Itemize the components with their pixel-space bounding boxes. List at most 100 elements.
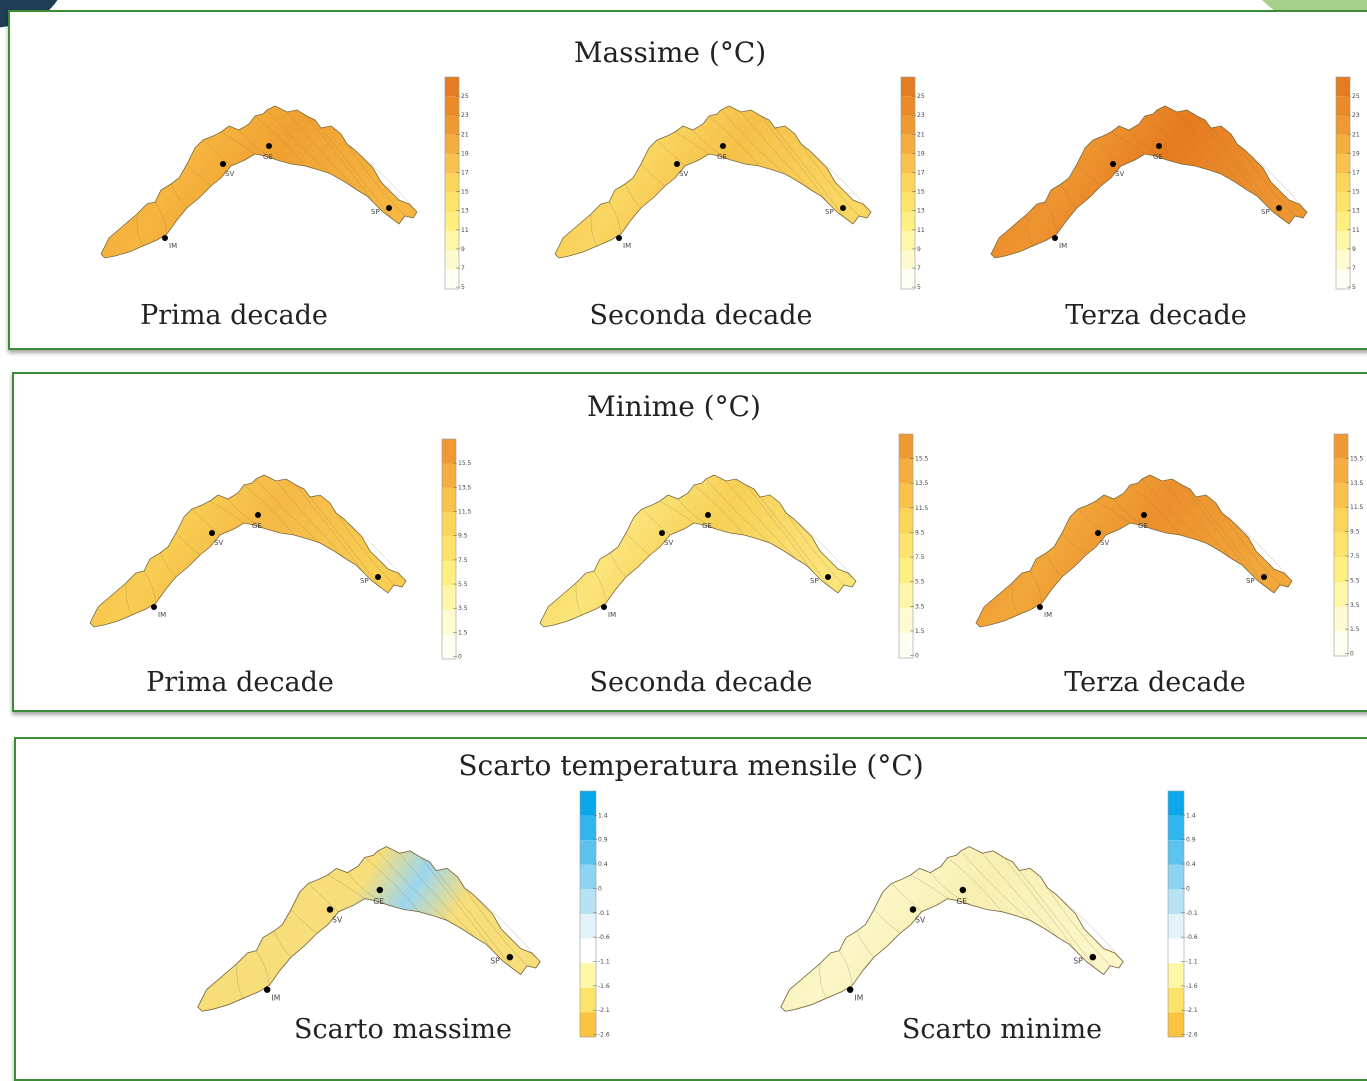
legend-swatch <box>442 610 456 635</box>
legend-swatch <box>1334 631 1348 656</box>
legend-tick-label: 23 <box>917 112 925 119</box>
city-marker-im <box>616 235 622 241</box>
city-label-sp: SP <box>1261 208 1270 216</box>
legend-tick-label: 17 <box>1352 169 1360 176</box>
legend-tick-label: -0.6 <box>598 934 610 941</box>
city-marker-ge <box>266 143 272 149</box>
city-marker-ge <box>705 512 711 518</box>
legend-swatch <box>1334 483 1348 508</box>
legend-swatch <box>445 192 459 212</box>
legend-tick-label: 0 <box>1186 885 1190 892</box>
legend-swatch <box>1168 864 1184 890</box>
legend-tick-label: 11.5 <box>915 505 929 512</box>
legend-swatch <box>1334 557 1348 582</box>
legend-swatch <box>899 434 913 459</box>
map-caption-dev-1: Scarto massime <box>294 1014 512 1045</box>
legend-tick-label: 0.9 <box>1186 837 1196 844</box>
city-marker-sp <box>825 574 831 580</box>
legend-tick-label: 21 <box>461 131 469 138</box>
legend-tick-label: 19 <box>461 150 469 157</box>
map-dev-2: GE SV IM SP <box>780 846 1124 1012</box>
legend-tick-label: 0.9 <box>598 837 608 844</box>
municipal-boundaries <box>125 478 407 616</box>
municipal-boundaries <box>236 850 541 999</box>
legend-swatch <box>1336 250 1350 270</box>
city-marker-sv <box>659 530 665 536</box>
legend-tick-label: 13.5 <box>1350 480 1364 487</box>
legend-tick-label: 19 <box>917 150 925 157</box>
legend-tick-label: -2.1 <box>598 1007 610 1014</box>
legend-swatch <box>1334 532 1348 558</box>
legend-swatch <box>899 508 913 534</box>
legend-swatch <box>442 561 456 586</box>
legend-tick-label: 1.5 <box>915 628 925 635</box>
legend-swatch <box>1168 791 1184 816</box>
legend-swatch <box>901 192 915 212</box>
legend-swatch <box>442 487 456 513</box>
legend-tick-label: -1.1 <box>598 958 610 965</box>
municipal-boundaries <box>590 109 872 247</box>
legend-min-3: 15.5 13.5 11.5 9.5 7.5 5.5 3.5 1.5 0 <box>1333 433 1367 664</box>
legend-swatch <box>445 250 459 270</box>
legend-swatch <box>1334 508 1348 533</box>
city-label-sp: SP <box>810 577 819 585</box>
city-label-sv: SV <box>225 170 234 178</box>
city-label-im: IM <box>1044 611 1052 619</box>
legend-tick-label: 11 <box>461 227 469 234</box>
liguria-region <box>975 474 1293 628</box>
city-marker-sv <box>220 161 226 167</box>
legend-swatch <box>580 938 596 964</box>
map-caption-min-2: Seconda decade <box>589 667 813 698</box>
city-marker-im <box>601 604 607 610</box>
legend-swatch <box>445 211 459 232</box>
legend-swatch <box>901 134 915 155</box>
legend-swatch <box>1336 96 1350 116</box>
legend-min-1: 15.5 13.5 11.5 9.5 7.5 5.5 3.5 1.5 0 <box>441 438 480 667</box>
legend-tick-label: 15 <box>461 189 469 196</box>
city-label-sp: SP <box>360 577 369 585</box>
city-marker-ge <box>255 512 261 518</box>
legend-tick-label: 15.5 <box>915 456 929 463</box>
legend-swatch <box>442 585 456 611</box>
legend-swatch <box>1336 173 1350 193</box>
legend-swatch <box>899 483 913 509</box>
city-marker-sv <box>909 906 917 913</box>
legend-tick-label: 0 <box>1350 651 1354 658</box>
city-label-ge: GE <box>1153 153 1163 161</box>
legend-swatch <box>901 154 915 174</box>
legend-tick-label: 25 <box>1352 93 1360 100</box>
city-marker-sp <box>840 205 846 211</box>
legend-swatch <box>442 634 456 659</box>
legend-swatch <box>1336 211 1350 232</box>
legend-tick-label: 1.5 <box>1350 626 1360 633</box>
legend-tick-label: 11.5 <box>458 509 472 516</box>
city-label-ge: GE <box>263 153 273 161</box>
city-marker-im <box>263 986 271 993</box>
city-label-im: IM <box>272 994 281 1003</box>
legend-swatch <box>580 840 596 865</box>
legend-swatch <box>1336 154 1350 174</box>
legend-max-1: 25 23 21 19 17 15 13 11 9 7 5 <box>444 76 483 297</box>
legend-tick-label: -0.1 <box>1186 910 1198 917</box>
city-marker-sv <box>1110 161 1116 167</box>
legend-tick-label: 9 <box>1352 246 1356 253</box>
legend-tick-label: -0.1 <box>598 910 610 917</box>
city-label-im: IM <box>623 242 631 250</box>
legend-swatch <box>445 269 459 289</box>
legend-swatch <box>1334 606 1348 632</box>
map-min-3: GE SV IM SP <box>975 474 1293 628</box>
legend-swatch <box>1168 938 1184 964</box>
legend-dev-1: 1.4 0.9 0.4 0 -0.1 -0.6 -1.1 -1.6 -2.1 -2.6 <box>579 790 620 1045</box>
legend-tick-label: 5.5 <box>458 581 468 588</box>
legend-swatch <box>1334 434 1348 459</box>
city-label-ge: GE <box>717 153 727 161</box>
legend-tick-label: 11.5 <box>1350 504 1364 511</box>
legend-swatch <box>442 512 456 537</box>
city-label-im: IM <box>1059 242 1067 250</box>
legend-tick-label: 5 <box>917 284 921 291</box>
city-label-sv: SV <box>915 916 926 925</box>
city-marker-im <box>162 235 168 241</box>
legend-swatch <box>445 154 459 174</box>
legend-swatch <box>1336 115 1350 135</box>
city-marker-im <box>1052 235 1058 241</box>
